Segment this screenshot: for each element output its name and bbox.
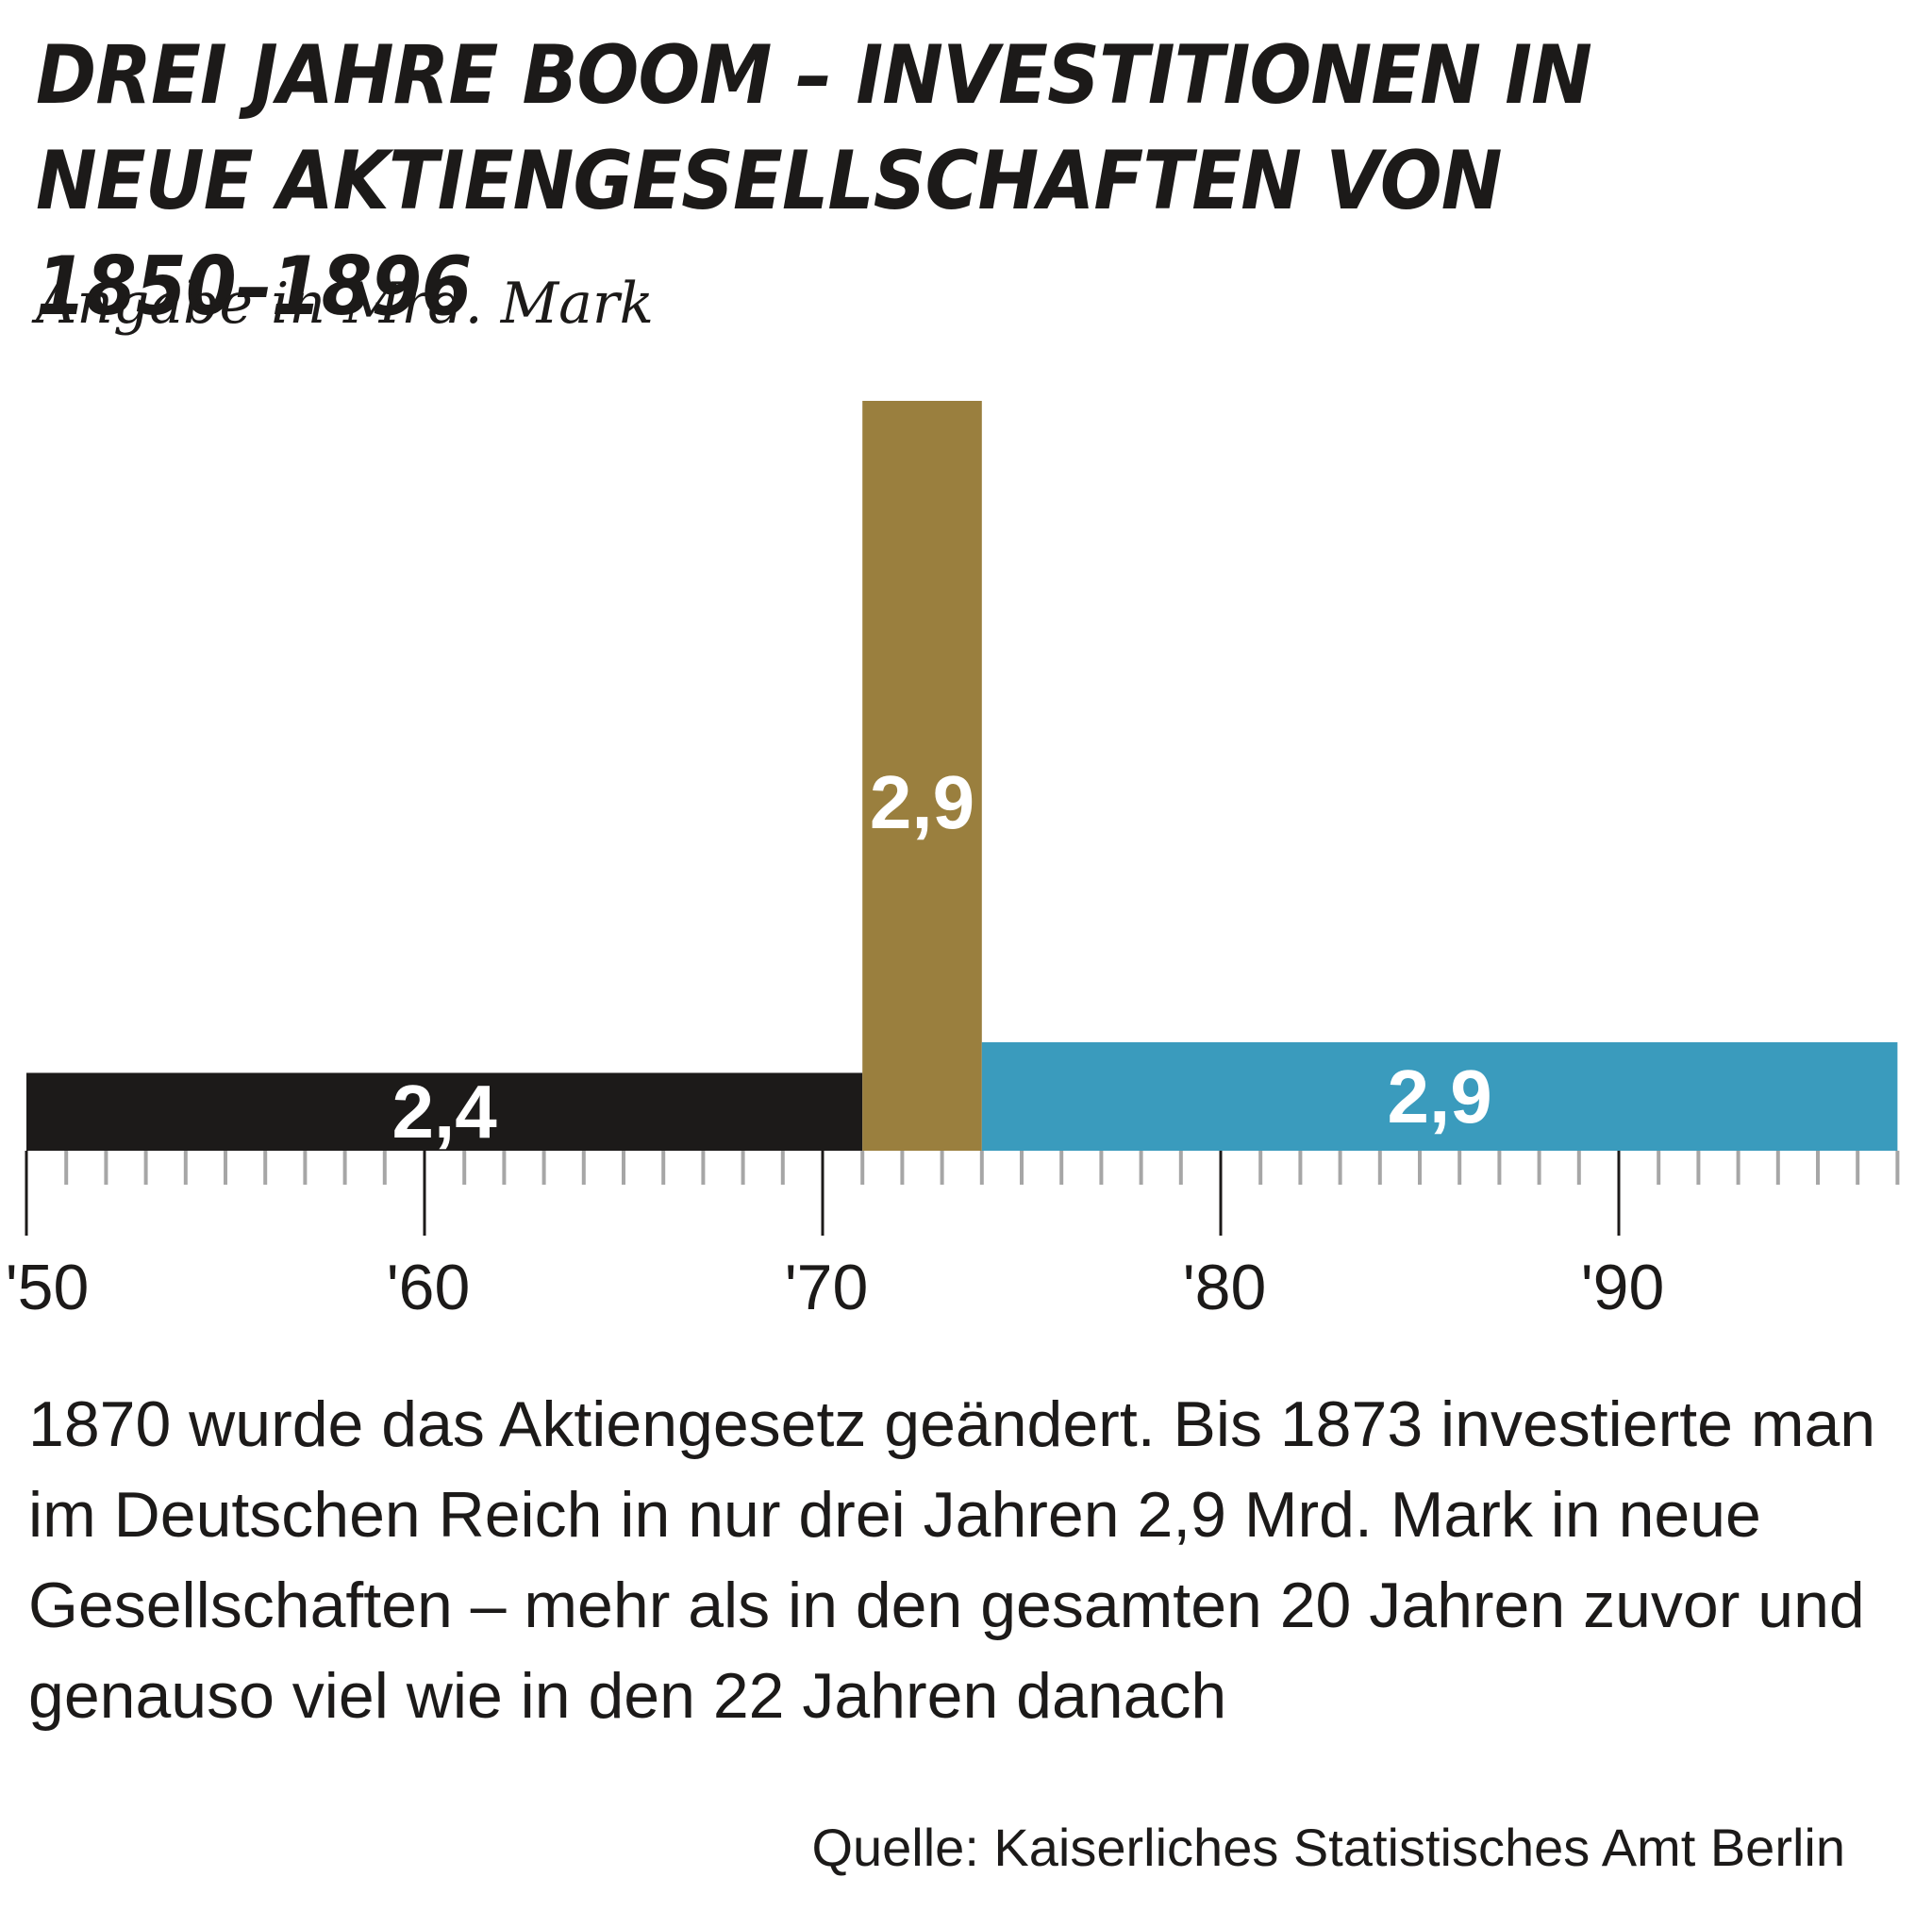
x-tick-label: '70 bbox=[785, 1252, 869, 1323]
source-credit: Quelle: Kaiserliches Statistisches Amt B… bbox=[811, 1818, 1845, 1877]
bars-layer: 2,4 2,9 2,9 bbox=[26, 401, 1898, 1154]
bar-1850-1871 bbox=[26, 1072, 863, 1151]
chart-note: 1870 wurde das Aktiengesetz geändert. Bi… bbox=[28, 1388, 1876, 1732]
x-tick-label: '60 bbox=[387, 1252, 471, 1323]
bar-1874-1897 bbox=[981, 1042, 1898, 1151]
investment-bar-chart: 2,4 2,9 2,9 '50 '60 '70 '80 '90 bbox=[6, 401, 1900, 1323]
bar-value-label: 2,4 bbox=[391, 1070, 497, 1154]
x-tick-label: '80 bbox=[1183, 1252, 1267, 1323]
bar-value-label: 2,9 bbox=[1387, 1055, 1491, 1138]
x-tick-label: '90 bbox=[1581, 1252, 1665, 1323]
x-tick-label: '50 bbox=[6, 1252, 90, 1323]
chart-title: DREI JAHRE BOOM – INVESTITIONEN IN NEUE … bbox=[36, 28, 1592, 334]
bar-1871-1874 bbox=[862, 401, 982, 1151]
bar-value-label: 2,9 bbox=[870, 760, 974, 844]
x-axis: '50 '60 '70 '80 '90 bbox=[6, 1151, 1900, 1323]
chart-subtitle: Angabe in Mrd. Mark bbox=[36, 271, 654, 337]
